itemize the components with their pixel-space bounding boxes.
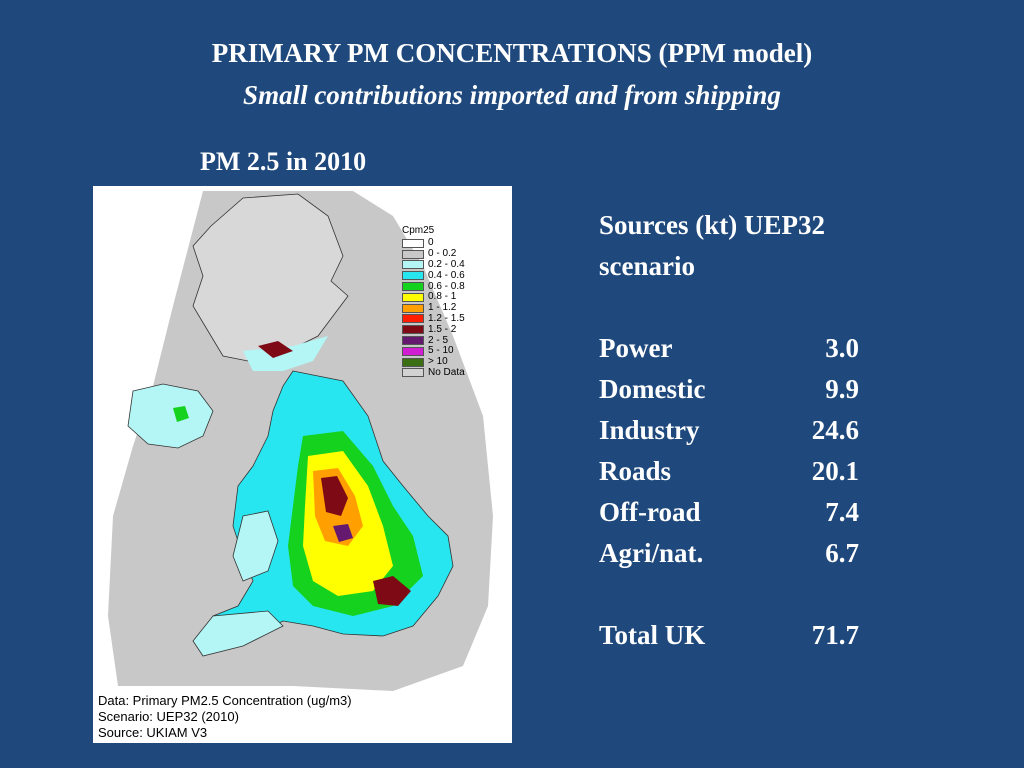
legend-label: 5 - 10	[428, 345, 454, 357]
legend-item: 0.6 - 0.8	[402, 281, 482, 292]
map-caption: Data: Primary PM2.5 Concentration (ug/m3…	[98, 693, 352, 741]
legend-swatch	[402, 346, 424, 356]
caption-line-data: Data: Primary PM2.5 Concentration (ug/m3…	[98, 693, 352, 708]
source-name: Agri/nat.	[599, 538, 704, 568]
source-value: 20.1	[811, 456, 859, 486]
map-heading: PM 2.5 in 2010	[200, 147, 367, 176]
caption-line-scenario: Scenario: UEP32 (2010)	[98, 709, 239, 724]
legend-item: > 10	[402, 357, 482, 368]
legend-label: No Data	[428, 366, 465, 378]
legend-label: 0	[428, 237, 434, 249]
legend-item: 1.5 - 2	[402, 324, 482, 335]
uk-map-graphic	[108, 191, 493, 691]
legend-swatch	[402, 292, 424, 302]
legend-label: 0.4 - 0.6	[428, 269, 465, 281]
source-name: Industry	[599, 415, 700, 445]
legend-swatch	[402, 368, 424, 378]
legend-label: 1 - 1.2	[428, 302, 457, 314]
legend-swatch	[402, 271, 424, 281]
legend-label: > 10	[428, 356, 448, 368]
legend-item: No Data	[402, 366, 482, 379]
legend-swatch	[402, 260, 424, 270]
legend-swatch	[402, 357, 424, 367]
sources-table: Power 3.0 Domestic 9.9 Industry 24.6 Roa…	[599, 328, 919, 574]
source-row: Agri/nat. 6.7	[599, 533, 919, 574]
source-value: 9.9	[825, 374, 859, 404]
legend-swatch	[402, 282, 424, 292]
source-row: Off-road 7.4	[599, 492, 919, 533]
source-name: Roads	[599, 456, 672, 486]
sources-heading: Sources (kt) UEP32 scenario	[599, 210, 825, 281]
slide-subtitle: Small contributions imported and from sh…	[243, 80, 781, 110]
legend-swatch	[402, 336, 424, 346]
legend-label: 0.8 - 1	[428, 291, 457, 303]
legend-item: 2 - 5	[402, 335, 482, 346]
legend-item: 0	[402, 238, 482, 249]
total-name: Total UK	[599, 620, 706, 650]
sources-panel: Sources (kt) UEP32 scenario Power 3.0 Do…	[599, 205, 919, 656]
source-row: Power 3.0	[599, 328, 919, 369]
slide-title: PRIMARY PM CONCENTRATIONS (PPM model)	[211, 38, 813, 68]
source-value: 6.7	[825, 538, 859, 568]
legend-swatch	[402, 314, 424, 324]
legend-swatch	[402, 249, 424, 259]
legend-item: 0.4 - 0.6	[402, 270, 482, 281]
legend-swatch	[402, 303, 424, 313]
source-name: Off-road	[599, 497, 701, 527]
legend-label: 1.2 - 1.5	[428, 312, 465, 324]
legend-swatch	[402, 238, 424, 248]
legend-label: 0.2 - 0.4	[428, 258, 465, 270]
legend-label: 0 - 0.2	[428, 248, 457, 260]
source-value: 7.4	[825, 497, 859, 527]
source-value: 24.6	[811, 415, 859, 445]
source-row: Roads 20.1	[599, 451, 919, 492]
legend-item: 5 - 10	[402, 346, 482, 357]
source-row: Industry 24.6	[599, 410, 919, 451]
legend-label: 1.5 - 2	[428, 323, 457, 335]
source-row: Domestic 9.9	[599, 369, 919, 410]
total-row: Total UK 71.7	[599, 615, 919, 656]
legend-item: 1 - 1.2	[402, 303, 482, 314]
caption-line-source: Source: UKIAM V3	[98, 725, 208, 740]
legend-title: Cpm25	[402, 225, 435, 236]
source-name: Domestic	[599, 374, 706, 404]
legend-label: 0.6 - 0.8	[428, 280, 465, 292]
legend-item: 0 - 0.2	[402, 249, 482, 260]
legend-item: 1.2 - 1.5	[402, 312, 482, 325]
legend-item: 0.8 - 1	[402, 292, 482, 303]
legend-label: 2 - 5	[428, 334, 449, 346]
legend-item: 0.2 - 0.4	[402, 258, 482, 271]
total-value: 71.7	[811, 620, 859, 650]
legend-swatch	[402, 325, 424, 335]
source-name: Power	[599, 333, 673, 363]
source-value: 3.0	[825, 333, 859, 363]
